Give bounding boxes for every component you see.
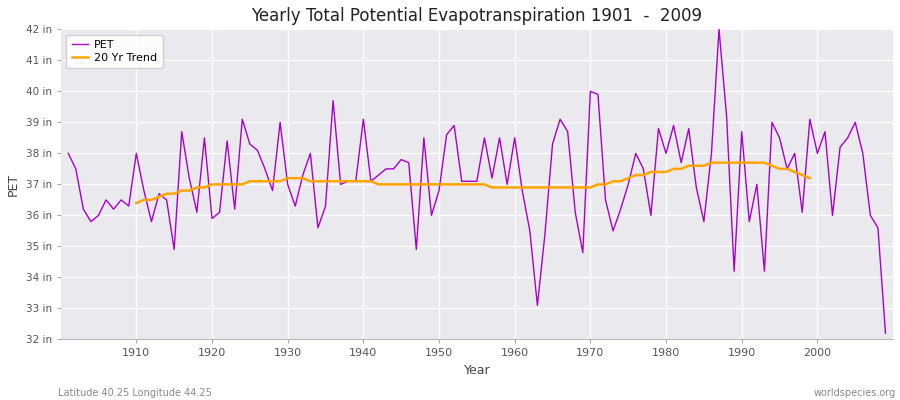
PET: [714, 27, 724, 32]
Legend: PET, 20 Yr Trend: PET, 20 Yr Trend: [67, 35, 163, 68]
20 Yr Trend: [805, 176, 815, 180]
PET: [509, 136, 520, 140]
PET: [123, 204, 134, 208]
Y-axis label: PET: PET: [7, 173, 20, 196]
Title: Yearly Total Potential Evapotranspiration 1901  -  2009: Yearly Total Potential Evapotranspiratio…: [251, 7, 702, 25]
20 Yr Trend: [782, 166, 793, 171]
PET: [600, 198, 611, 202]
PET: [335, 182, 346, 187]
20 Yr Trend: [221, 182, 232, 187]
20 Yr Trend: [130, 200, 141, 205]
PET: [290, 204, 301, 208]
X-axis label: Year: Year: [464, 364, 490, 377]
PET: [63, 151, 74, 156]
20 Yr Trend: [714, 160, 724, 165]
PET: [501, 182, 512, 187]
Line: 20 Yr Trend: 20 Yr Trend: [136, 163, 810, 203]
20 Yr Trend: [335, 179, 346, 184]
20 Yr Trend: [691, 163, 702, 168]
Text: worldspecies.org: worldspecies.org: [814, 388, 896, 398]
20 Yr Trend: [706, 160, 716, 165]
20 Yr Trend: [600, 182, 611, 187]
Text: Latitude 40.25 Longitude 44.25: Latitude 40.25 Longitude 44.25: [58, 388, 212, 398]
Line: PET: PET: [68, 29, 886, 333]
PET: [880, 331, 891, 336]
